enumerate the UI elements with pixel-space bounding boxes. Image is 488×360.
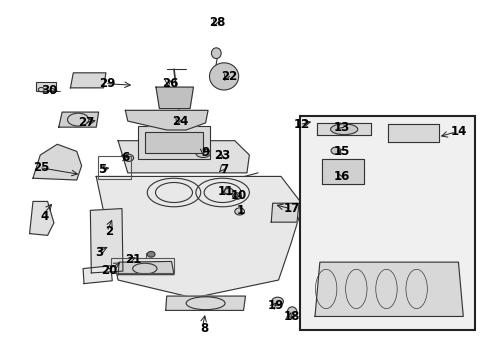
Bar (137, 126, 210, 158)
Text: 17: 17 (284, 202, 300, 215)
Text: 11: 11 (218, 185, 234, 198)
Ellipse shape (330, 124, 357, 135)
Polygon shape (83, 266, 112, 284)
Polygon shape (156, 87, 193, 109)
Text: 22: 22 (221, 70, 237, 83)
Text: 10: 10 (230, 189, 246, 202)
Ellipse shape (234, 208, 244, 215)
Polygon shape (33, 144, 81, 180)
Ellipse shape (209, 63, 238, 90)
Polygon shape (314, 262, 462, 316)
Text: 15: 15 (333, 145, 349, 158)
Polygon shape (59, 112, 99, 127)
Text: 4: 4 (40, 210, 48, 223)
Text: 24: 24 (172, 114, 188, 127)
Ellipse shape (330, 147, 340, 154)
Polygon shape (30, 202, 54, 235)
Ellipse shape (147, 251, 155, 257)
Text: 29: 29 (99, 77, 115, 90)
Polygon shape (271, 203, 298, 222)
Polygon shape (118, 261, 174, 275)
Text: 30: 30 (41, 84, 57, 97)
Text: 18: 18 (284, 310, 300, 323)
Polygon shape (96, 176, 302, 298)
Polygon shape (125, 111, 207, 130)
Bar (274, 206, 293, 219)
Text: 28: 28 (209, 16, 225, 29)
Ellipse shape (224, 188, 233, 195)
Text: 25: 25 (33, 161, 49, 174)
Ellipse shape (287, 307, 296, 318)
Text: 8: 8 (200, 322, 208, 335)
Text: 14: 14 (449, 125, 466, 138)
Ellipse shape (211, 48, 221, 59)
Ellipse shape (232, 193, 241, 199)
Text: 26: 26 (162, 77, 179, 90)
Text: 12: 12 (293, 118, 309, 131)
Bar (36, 82, 56, 91)
Text: 21: 21 (125, 253, 142, 266)
Polygon shape (90, 208, 122, 273)
Bar (300, 116, 474, 330)
Text: 9: 9 (201, 146, 209, 159)
Polygon shape (322, 158, 363, 184)
Text: 6: 6 (121, 151, 129, 165)
Text: 16: 16 (333, 170, 349, 183)
Ellipse shape (196, 149, 210, 157)
Text: 19: 19 (267, 299, 284, 312)
Polygon shape (70, 73, 106, 88)
Polygon shape (317, 123, 370, 135)
Bar (111, 258, 174, 273)
Text: 5: 5 (98, 163, 106, 176)
Text: 7: 7 (220, 163, 228, 176)
Polygon shape (387, 123, 438, 143)
Text: 3: 3 (95, 246, 103, 258)
Bar (98, 156, 130, 179)
Ellipse shape (271, 297, 283, 306)
Polygon shape (118, 141, 249, 173)
Ellipse shape (123, 154, 133, 161)
Text: 20: 20 (101, 264, 117, 276)
Text: 23: 23 (214, 149, 230, 162)
Bar (144, 132, 203, 153)
Text: 1: 1 (236, 204, 244, 217)
Text: 27: 27 (78, 116, 94, 129)
Polygon shape (165, 296, 245, 310)
Text: 2: 2 (105, 225, 113, 238)
Text: 13: 13 (333, 121, 349, 134)
